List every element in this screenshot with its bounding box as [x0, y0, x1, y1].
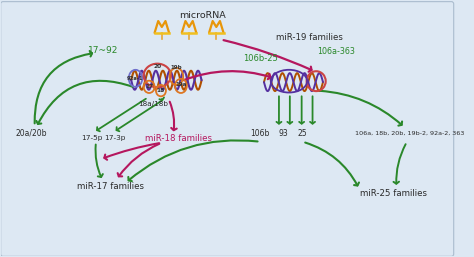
Text: miR-18 families: miR-18 families [145, 134, 212, 143]
Text: 20a/20b: 20a/20b [16, 129, 47, 138]
Text: 106a-363: 106a-363 [317, 47, 355, 56]
Text: microRNA: microRNA [179, 11, 226, 20]
Text: 18a/18b: 18a/18b [138, 101, 168, 107]
Text: 106a, 18b, 20b, 19b-2, 92a-2, 363: 106a, 18b, 20b, 19b-2, 92a-2, 363 [356, 131, 465, 136]
Text: 106b: 106b [251, 129, 270, 138]
Text: 18: 18 [157, 88, 165, 93]
Text: 20: 20 [153, 63, 161, 69]
Text: 93: 93 [278, 129, 288, 138]
Text: 17~92: 17~92 [88, 46, 118, 55]
Text: miR-19 families: miR-19 families [276, 33, 343, 42]
Text: 17-3p: 17-3p [104, 135, 126, 141]
Text: miR-25 families: miR-25 families [360, 189, 427, 198]
Text: 92a-1: 92a-1 [127, 76, 144, 81]
Text: 19b: 19b [171, 66, 182, 70]
Text: 25: 25 [298, 129, 307, 138]
Text: 106b-25: 106b-25 [243, 54, 278, 63]
Text: 17-5p: 17-5p [81, 135, 102, 141]
Text: 17: 17 [145, 84, 153, 89]
Text: miR-17 families: miR-17 families [77, 182, 144, 191]
Text: 19a: 19a [175, 82, 187, 87]
